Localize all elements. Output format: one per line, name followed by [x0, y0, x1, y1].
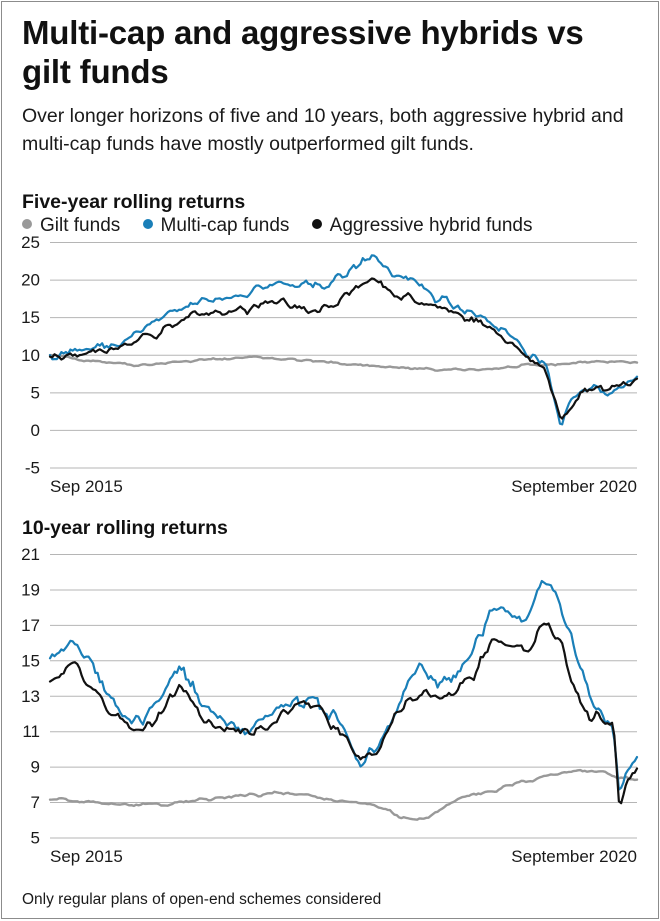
svg-text:7: 7	[31, 793, 40, 812]
svg-text:19: 19	[21, 580, 40, 599]
svg-text:Sep 2015: Sep 2015	[50, 477, 123, 496]
svg-text:9: 9	[31, 758, 40, 777]
svg-text:10: 10	[21, 346, 40, 365]
svg-text:25: 25	[21, 233, 40, 252]
svg-text:11: 11	[22, 722, 40, 741]
svg-text:15: 15	[21, 308, 40, 327]
svg-text:September 2020: September 2020	[511, 477, 637, 496]
svg-text:Sep 2015: Sep 2015	[50, 847, 123, 866]
svg-text:15: 15	[21, 651, 40, 670]
svg-text:0: 0	[31, 421, 40, 440]
svg-text:21: 21	[21, 545, 40, 564]
svg-text:September 2020: September 2020	[511, 847, 637, 866]
svg-text:17: 17	[21, 616, 40, 635]
svg-text:5: 5	[31, 829, 40, 848]
svg-text:5: 5	[31, 383, 40, 402]
svg-text:-5: -5	[25, 459, 40, 478]
svg-text:20: 20	[21, 271, 40, 290]
svg-text:13: 13	[21, 687, 40, 706]
